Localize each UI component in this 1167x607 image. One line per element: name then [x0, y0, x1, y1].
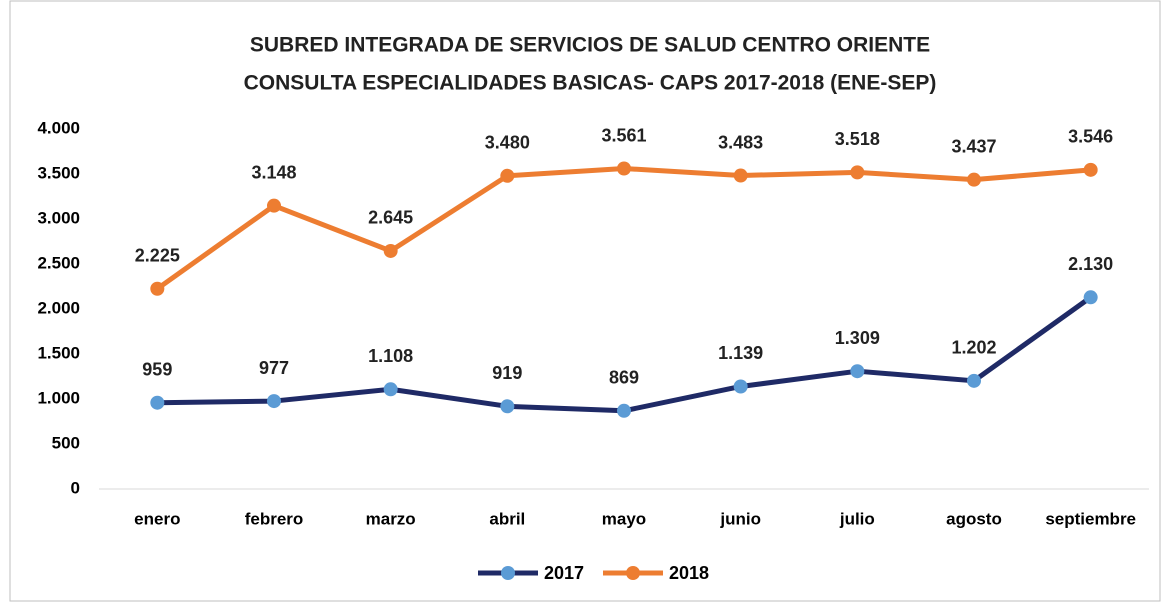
point	[733, 379, 748, 394]
data-label: 919	[492, 363, 522, 383]
point	[850, 364, 865, 379]
y-tick-label: 0	[71, 478, 80, 497]
point	[150, 395, 165, 410]
data-label: 3.148	[251, 162, 296, 182]
data-label: 3.483	[718, 132, 763, 152]
y-tick-label: 3.500	[37, 163, 80, 182]
legend-marker	[626, 566, 640, 580]
x-tick-label: julio	[839, 509, 875, 528]
data-label: 959	[142, 359, 172, 379]
data-label: 3.518	[835, 129, 880, 149]
data-label: 1.309	[835, 328, 880, 348]
point	[150, 281, 165, 296]
x-tick-label: agosto	[946, 509, 1002, 528]
point	[967, 373, 981, 388]
chart-title: SUBRED INTEGRADA DE SERVICIOS DE SALUD C…	[250, 34, 930, 57]
point	[500, 168, 515, 183]
point	[500, 399, 515, 414]
data-label: 1.202	[951, 338, 996, 358]
x-tick-label: marzo	[366, 509, 416, 528]
point	[967, 172, 981, 187]
data-label: 977	[259, 358, 289, 378]
data-label: 1.139	[718, 343, 763, 363]
data-label: 3.561	[601, 125, 646, 145]
data-label: 2.225	[135, 246, 180, 266]
chart-subtitle: CONSULTA ESPECIALIDADES BASICAS- CAPS 20…	[244, 72, 937, 95]
y-tick-label: 2.500	[37, 253, 80, 272]
data-label: 3.437	[951, 136, 996, 156]
point	[383, 382, 398, 397]
x-tick-label: junio	[719, 509, 761, 528]
y-tick-label: 2.000	[37, 298, 80, 317]
y-tick-label: 4.000	[37, 118, 80, 137]
point	[383, 243, 398, 258]
point	[1083, 162, 1098, 177]
x-tick-label: abril	[489, 509, 525, 528]
y-tick-label: 1.500	[37, 343, 80, 362]
data-label: 869	[609, 368, 639, 388]
y-tick-label: 1.000	[37, 388, 80, 407]
data-label: 3.480	[485, 133, 530, 153]
point	[617, 403, 631, 418]
x-tick-label: enero	[134, 509, 180, 528]
x-tick-label: febrero	[245, 509, 304, 528]
point	[267, 198, 281, 213]
point	[1083, 290, 1098, 305]
chart-frame	[9, 0, 1161, 602]
x-tick-label: mayo	[602, 509, 646, 528]
data-label: 1.108	[368, 346, 413, 366]
point	[267, 394, 281, 409]
x-tick-label: septiembre	[1045, 509, 1136, 528]
y-tick-label: 500	[52, 433, 80, 452]
data-label: 2.130	[1068, 254, 1113, 274]
point	[617, 161, 631, 176]
legend-label: 2018	[669, 563, 709, 583]
point	[850, 165, 865, 180]
point	[733, 168, 748, 183]
data-label: 2.645	[368, 208, 413, 228]
legend-marker	[501, 566, 515, 580]
y-tick-label: 3.000	[37, 208, 80, 227]
data-label: 3.546	[1068, 127, 1113, 147]
legend-label: 2017	[544, 563, 584, 583]
